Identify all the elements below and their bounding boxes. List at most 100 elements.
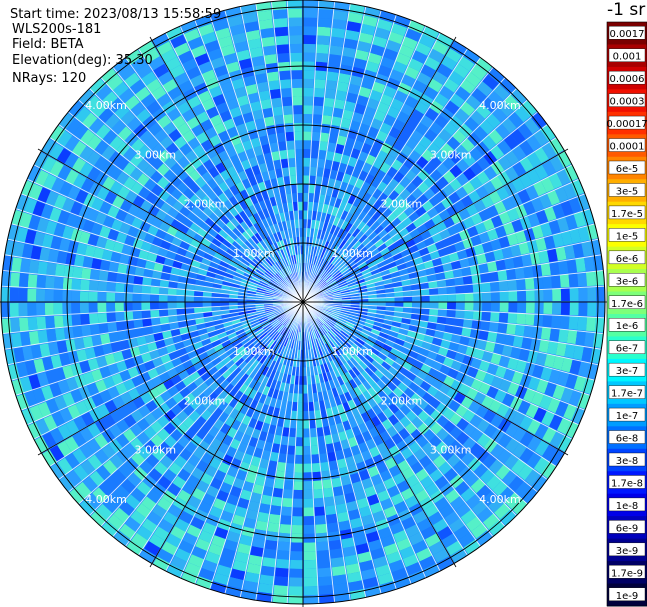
colorbar-tick-label: 6e-9	[616, 523, 639, 534]
heatmap-cell	[328, 214, 336, 225]
heatmap-cell	[347, 156, 358, 168]
heatmap-cell	[514, 105, 531, 123]
heatmap-cell	[435, 189, 448, 202]
heatmap-cell	[369, 44, 385, 57]
heatmap-cell	[303, 105, 313, 115]
heatmap-cell	[333, 247, 342, 257]
heatmap-cell	[548, 172, 563, 189]
heatmap-cell	[414, 122, 429, 136]
heatmap-cell	[556, 151, 572, 168]
heatmap-cell	[490, 175, 504, 190]
heatmap-cell	[311, 255, 316, 265]
heatmap-cell	[518, 172, 533, 188]
heatmap-cell	[316, 167, 324, 177]
heatmap-cell	[423, 218, 436, 230]
heatmap-cell	[554, 186, 569, 203]
heatmap-cell	[320, 185, 328, 196]
heatmap-cell	[453, 63, 470, 79]
heatmap-cell	[365, 256, 375, 265]
heatmap-cell	[490, 238, 502, 251]
heatmap-cell	[546, 248, 558, 263]
heatmap-cell	[386, 106, 400, 119]
heatmap-cell	[483, 165, 498, 180]
heatmap-cell	[393, 194, 405, 206]
heatmap-cell	[326, 142, 337, 153]
heatmap-cell	[344, 222, 353, 233]
heatmap-cell	[396, 111, 410, 124]
heatmap-cell	[577, 226, 590, 242]
heatmap-cell	[303, 184, 309, 193]
heatmap-cell	[317, 202, 324, 213]
heatmap-cell	[482, 218, 495, 231]
heatmap-cell	[387, 201, 399, 213]
heatmap-cell	[454, 108, 470, 123]
heatmap-cell	[423, 187, 436, 200]
colorbar-tick-label: 1.7e-7	[611, 389, 643, 400]
heatmap-cell	[448, 252, 460, 262]
heatmap-cell	[446, 136, 461, 150]
heatmap-cell	[318, 258, 325, 268]
heatmap-cell	[398, 164, 410, 176]
heatmap-cell	[377, 64, 392, 78]
heatmap-cell	[335, 259, 343, 269]
heatmap-cell	[326, 242, 333, 252]
heatmap-cell	[404, 28, 422, 42]
heatmap-cell	[432, 70, 448, 85]
heatmap-cell	[341, 268, 351, 276]
heatmap-cell	[487, 67, 505, 84]
heatmap-cell	[452, 268, 463, 278]
heatmap-cell	[375, 169, 386, 181]
heatmap-cell	[419, 114, 434, 129]
heatmap-cell	[394, 237, 405, 248]
heatmap-cell	[552, 232, 564, 248]
heatmap-cell	[393, 90, 408, 103]
heatmap-cell	[442, 262, 453, 272]
heatmap-cell	[401, 232, 413, 243]
heatmap-cell	[352, 240, 362, 250]
heatmap-cell	[569, 228, 582, 244]
heatmap-cell	[418, 275, 429, 284]
heatmap-cell	[387, 178, 399, 190]
heatmap-cell	[408, 211, 420, 222]
heatmap-cell	[469, 161, 484, 176]
heatmap-cell	[362, 203, 372, 214]
heatmap-cell	[501, 196, 515, 211]
heatmap-cell	[346, 260, 356, 269]
heatmap-cell	[400, 74, 416, 88]
heatmap-cell	[510, 88, 527, 105]
heatmap-cell	[324, 159, 333, 170]
heatmap-cell	[459, 78, 476, 94]
heatmap-cell	[318, 280, 326, 288]
heatmap-cell	[476, 80, 493, 97]
heatmap-cell	[398, 227, 410, 238]
heatmap-cell	[358, 233, 368, 244]
heatmap-cell	[325, 186, 334, 197]
heatmap-cell	[392, 118, 406, 132]
heatmap-cell	[495, 259, 506, 271]
heatmap-cell	[334, 273, 344, 281]
heatmap-cell	[336, 278, 346, 285]
heatmap-cell	[410, 199, 422, 211]
heatmap-cell	[333, 271, 342, 279]
colorbar-tick-label: 1e-6	[616, 321, 639, 332]
heatmap-cell	[358, 32, 374, 44]
heatmap-cell	[316, 35, 330, 46]
heatmap-cell	[309, 254, 313, 264]
heatmap-cell	[318, 149, 327, 160]
heatmap-cell	[399, 176, 411, 188]
heatmap-cell	[307, 201, 314, 211]
heatmap-cell	[336, 249, 344, 258]
heatmap-cell	[381, 273, 392, 281]
heatmap-cell	[343, 202, 353, 213]
heatmap-cell	[443, 78, 460, 93]
heatmap-cell	[312, 275, 319, 284]
heatmap-cell	[326, 71, 339, 82]
heatmap-cell	[570, 179, 585, 196]
heatmap-cell	[364, 134, 376, 146]
heatmap-cell	[531, 224, 544, 239]
colorbar-tick-label: 0.0003	[610, 97, 645, 108]
heatmap-cell	[356, 281, 367, 288]
heatmap-cell	[316, 278, 324, 286]
heatmap-cell	[436, 63, 453, 78]
heatmap-cell	[481, 97, 498, 113]
